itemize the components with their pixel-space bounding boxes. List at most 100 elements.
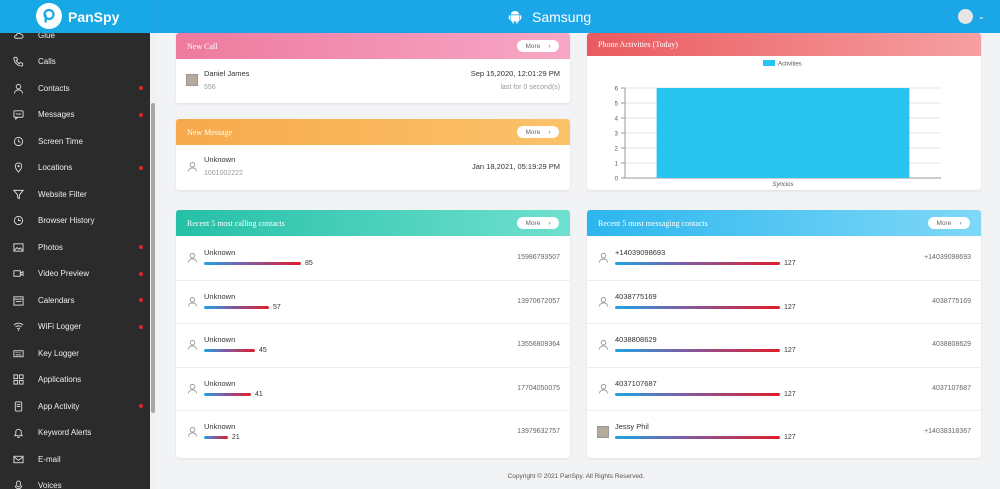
sidebar-item-app-activity[interactable]: App Activity — [0, 393, 150, 420]
contact-count: 21 — [232, 434, 240, 441]
person-icon — [186, 252, 198, 264]
contact-count: 127 — [784, 303, 796, 311]
sidebar-item-screen-time[interactable]: Screen Time — [0, 128, 150, 155]
contact-name: +14039098693 — [615, 248, 666, 257]
notification-dot — [139, 298, 143, 302]
sidebar-item-key-logger[interactable]: Key Logger — [0, 340, 150, 367]
more-label: More — [525, 219, 541, 227]
sidebar-item-label: Key Logger — [38, 348, 79, 358]
row-divider — [587, 410, 981, 411]
y-tick-label: 2 — [615, 147, 619, 153]
sidebar-item-label: Locations — [38, 163, 73, 173]
count-bar — [615, 392, 780, 396]
new-call-more-button[interactable]: More › — [517, 40, 559, 52]
sidebar-item-label: Keyword Alerts — [38, 428, 92, 438]
row-divider — [587, 323, 981, 324]
new-call-header: New Call More › — [176, 33, 570, 59]
calendar-icon — [12, 294, 24, 306]
location-icon — [12, 162, 24, 174]
contact-row[interactable]: 4038808629 127 4038808629 — [587, 335, 981, 354]
sidebar-nav: Glue Calls Contacts Messages Screen Time Loca… — [0, 22, 150, 489]
contact-row[interactable]: +14039098693 127 +14039098693 — [587, 248, 981, 267]
new-message-row[interactable]: Unknown 1001002222 Jan 18,2021, 05:19:29… — [176, 155, 570, 177]
sidebar-item-contacts[interactable]: Contacts — [0, 75, 150, 102]
new-message-card: New Message More › Unknown 1001002222 Jan… — [176, 119, 570, 190]
chevron-down-icon[interactable]: ⌄ — [978, 12, 985, 21]
notification-dot — [139, 245, 143, 249]
contact-row[interactable]: Unknown 41 17704050075 — [176, 379, 570, 398]
messaging-more-button[interactable]: More › — [928, 217, 970, 229]
sidebar-item-website-filter[interactable]: Website Filter — [0, 181, 150, 208]
keyboard-icon — [12, 347, 24, 359]
more-label: More — [525, 42, 541, 50]
device-selector[interactable]: Samsung — [508, 0, 591, 33]
contact-name: 4038775169 — [615, 291, 657, 301]
sidebar-item-photos[interactable]: Photos — [0, 234, 150, 261]
sender-number: 1001002222 — [204, 170, 243, 177]
y-tick-label: 5 — [615, 102, 619, 108]
person-icon — [186, 160, 198, 172]
contact-row[interactable]: Unknown 57 13970672057 — [176, 292, 570, 311]
sidebar-item-voices[interactable]: Voices — [0, 473, 150, 489]
history-icon — [12, 215, 24, 227]
message-time: Jan 18,2021, 05:19:29 PM — [472, 161, 560, 171]
sidebar-item-calendars[interactable]: Calendars — [0, 287, 150, 314]
hourglass-icon — [12, 135, 24, 147]
call-duration: last for 0 second(s) — [500, 84, 560, 91]
device-name: Samsung — [532, 8, 592, 25]
person-icon — [597, 295, 609, 307]
sidebar: Glue Calls Contacts Messages Screen Time Loca… — [0, 0, 152, 489]
sidebar-item-applications[interactable]: Applications — [0, 367, 150, 394]
contact-photo — [597, 425, 609, 438]
sidebar-item-calls[interactable]: Calls — [0, 49, 150, 76]
person-icon — [186, 382, 198, 394]
sidebar-item-wifi-logger[interactable]: WiFi Logger — [0, 314, 150, 341]
wifi-icon — [12, 321, 24, 333]
contact-row[interactable]: 4038775169 127 4038775169 — [587, 292, 981, 311]
person-icon — [597, 382, 609, 394]
person-icon — [597, 339, 609, 351]
user-avatar[interactable] — [958, 9, 973, 24]
sidebar-item-browser-history[interactable]: Browser History — [0, 208, 150, 235]
calling-contacts-header: Recent 5 most calling contacts More › — [176, 210, 570, 236]
bell-icon — [12, 427, 24, 439]
sidebar-item-keyword-alerts[interactable]: Keyword Alerts — [0, 420, 150, 447]
sidebar-item-locations[interactable]: Locations — [0, 155, 150, 182]
scrollbar-thumb[interactable] — [151, 103, 155, 413]
sidebar-item-e-mail[interactable]: E-mail — [0, 446, 150, 473]
sidebar-item-glue[interactable]: Glue — [0, 22, 150, 49]
activities-chart: 0 1 2 3 4 5 6 Syncios Activities — [615, 60, 941, 188]
new-call-row[interactable]: Daniel James 556 Sep 15,2020, 12:01:29 P… — [176, 69, 570, 91]
contact-name: Jessy Phil — [615, 422, 649, 431]
contact-phone: 4038775169 — [932, 297, 971, 305]
brand-name: PanSpy — [68, 8, 120, 25]
contact-row[interactable]: Unknown 21 13979632757 — [176, 422, 570, 441]
sidebar-scrollbar[interactable] — [150, 33, 156, 489]
logo-icon — [43, 8, 55, 23]
messaging-contacts-card: Recent 5 most messaging contacts More › +… — [587, 210, 981, 458]
calling-more-button[interactable]: More › — [517, 217, 559, 229]
sidebar-item-label: Contacts — [38, 83, 70, 93]
sidebar-item-messages[interactable]: Messages — [0, 102, 150, 129]
count-bar — [615, 305, 780, 309]
panspy-logo[interactable] — [36, 3, 62, 29]
contact-row[interactable]: Unknown 85 15986793507 — [176, 248, 570, 267]
contact-count: 45 — [259, 347, 267, 354]
contact-row[interactable]: Jessy Phil 127 +14038318367 — [587, 422, 981, 441]
contact-row[interactable]: Unknown 45 13556809364 — [176, 335, 570, 354]
contact-phone: 17704050075 — [517, 384, 560, 392]
contact-photo — [186, 74, 198, 86]
contact-name: Unknown — [204, 291, 236, 301]
count-bar — [615, 262, 780, 265]
new-message-more-button[interactable]: More › — [517, 126, 559, 138]
contact-phone: 13970672057 — [517, 297, 560, 305]
new-call-title: New Call — [187, 41, 218, 51]
person-icon — [186, 339, 198, 351]
count-bar — [204, 392, 251, 396]
sidebar-item-video-preview[interactable]: Video Preview — [0, 261, 150, 288]
top-bar: Samsung ⌄ — [152, 0, 1000, 33]
app-activity-icon — [12, 400, 24, 412]
contact-phone: 15986793507 — [517, 254, 560, 261]
contact-row[interactable]: 4037107687 127 4037107687 — [587, 379, 981, 398]
contact-count: 57 — [273, 303, 281, 311]
